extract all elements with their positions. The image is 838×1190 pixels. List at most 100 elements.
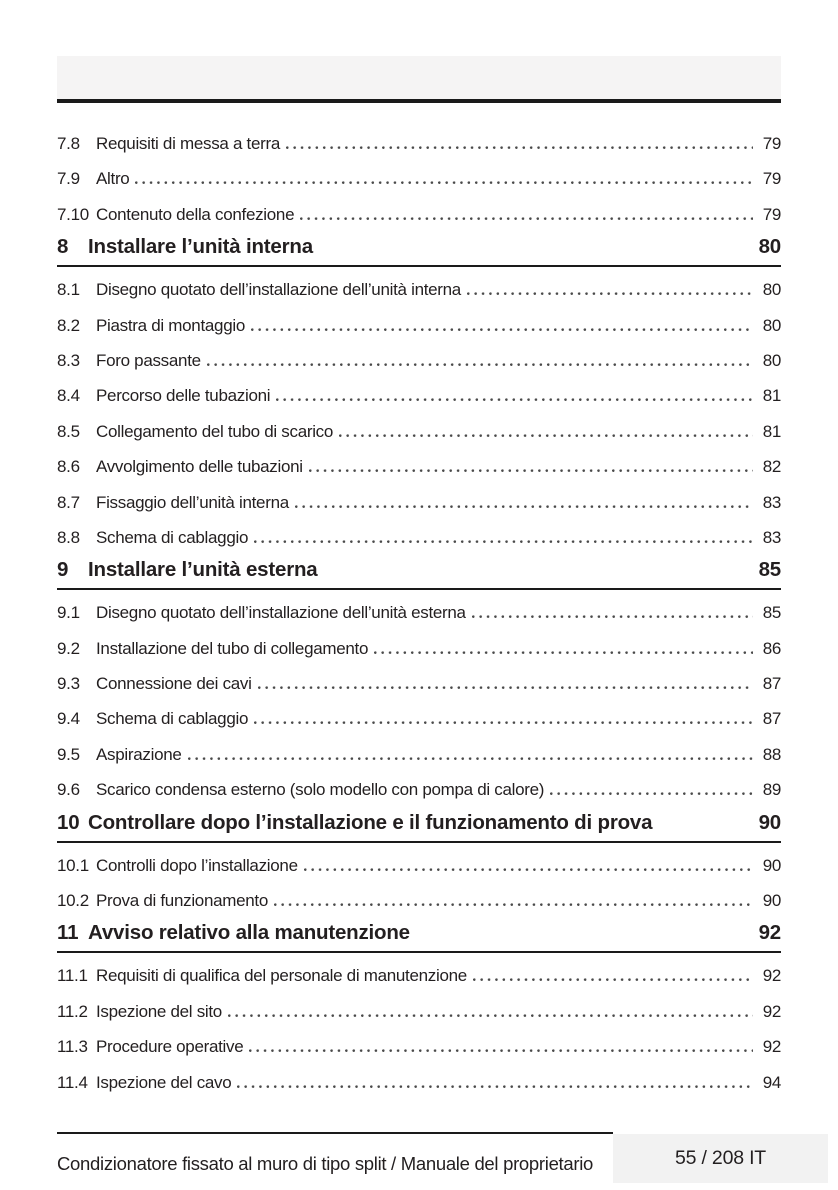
dot-leader: [254, 539, 753, 543]
toc-entry-title: Requisiti di messa a terra: [96, 134, 280, 153]
dot-leader: [274, 903, 753, 907]
toc-entry-page: 94: [762, 1072, 782, 1092]
toc-section-number: 9: [57, 558, 69, 582]
toc-entry: 11.3 Procedure operative 92: [57, 1036, 781, 1071]
footer-document-title: Condizionatore fissato al muro di tipo s…: [57, 1153, 594, 1174]
toc-entry: 9.4 Schema di cablaggio 87: [57, 708, 781, 743]
toc-section-number: 11: [57, 921, 79, 945]
toc-entry-page: 88: [762, 744, 782, 764]
toc-entry: 9.2 Installazione del tubo di collegamen…: [57, 638, 781, 673]
toc-entry: 11.2 Ispezione del sito 92: [57, 1001, 781, 1036]
toc-entry-title: Installazione del tubo di collegamento: [96, 638, 369, 658]
toc-entry-page: 92: [762, 1037, 782, 1057]
toc-section-title: Installare l’unità esterna: [88, 558, 318, 582]
table-of-contents: 7.8 Requisiti di messa a terra 79 7.9 Al…: [57, 103, 781, 1107]
dot-leader: [339, 433, 753, 437]
toc-entry: 11.1 Requisiti di qualifica del personal…: [57, 965, 781, 1000]
toc-entry: 10.2 Prova di funzionamento 90: [57, 890, 781, 925]
footer-rule: [57, 1132, 613, 1134]
toc-entry-page: 81: [762, 386, 782, 406]
dot-leader: [466, 292, 753, 296]
toc-entry-page: 85: [762, 603, 782, 623]
toc-entry-title: Ispezione del cavo: [96, 1072, 232, 1092]
toc-entry-number: 8.3: [57, 350, 80, 370]
toc-section-page: 80: [758, 235, 782, 259]
toc-entry-title: Collegamento del tubo di scarico: [96, 421, 334, 441]
toc-entry-page: 79: [762, 204, 782, 224]
dot-leader: [374, 650, 753, 654]
toc-entry-number: 10.1: [57, 855, 89, 875]
toc-entry-title: Piastra di montaggio: [96, 315, 245, 335]
toc-section-title: Installare l’unità interna: [88, 235, 313, 259]
toc-section-heading: 10 Controllare dopo l’installazione e il…: [57, 811, 781, 843]
toc-section-page: 90: [758, 810, 782, 834]
toc-entry-page: 87: [762, 709, 782, 729]
toc-entry-page: 92: [762, 966, 782, 986]
toc-entry-page: 90: [762, 855, 782, 875]
toc-entry-page: 83: [762, 527, 782, 547]
toc-entry: 7.8 Requisiti di messa a terra 79: [57, 133, 781, 168]
dot-leader: [257, 686, 753, 690]
toc-entry-number: 8.7: [57, 492, 80, 512]
toc-entry-number: 7.8: [57, 134, 80, 153]
dot-leader: [135, 181, 753, 185]
toc-entry-title: Disegno quotato dell’installazione dell’…: [96, 603, 466, 623]
toc-entry: 8.5 Collegamento del tubo di scarico 81: [57, 421, 781, 456]
toc-section-heading: 8 Installare l’unità interna 80: [57, 235, 782, 268]
toc-section-number: 8: [57, 235, 69, 259]
toc-entry-number: 8.2: [57, 315, 80, 335]
toc-entry: 8.7 Fissaggio dell’unità interna 83: [57, 492, 781, 527]
dot-leader: [471, 615, 753, 619]
toc-entry: 9.1 Disegno quotato dell’installazione d…: [57, 602, 781, 637]
dot-leader: [308, 469, 753, 473]
toc-entry-number: 11.1: [57, 966, 88, 986]
dot-leader: [249, 1049, 753, 1053]
toc-entry-title: Foro passante: [96, 350, 201, 370]
toc-entry-number: 11.2: [57, 1001, 88, 1021]
toc-entry-title: Connessione dei cavi: [96, 674, 252, 694]
toc-section-heading: 11 Avviso relativo alla manutenzione 92: [57, 921, 782, 954]
toc-entry-title: Avvolgimento delle tubazioni: [96, 457, 303, 477]
toc-entry-number: 9.5: [57, 744, 80, 764]
dot-leader: [227, 1013, 753, 1017]
dot-leader: [303, 867, 753, 871]
toc-entry-page: 92: [762, 1001, 782, 1021]
toc-entry-page: 79: [762, 169, 782, 189]
toc-entry-number: 11.3: [57, 1037, 88, 1057]
toc-entry: 8.3 Foro passante 80: [57, 350, 781, 385]
toc-entry-page: 81: [762, 421, 782, 441]
header-band: [57, 56, 781, 99]
dot-leader: [300, 216, 753, 220]
toc-entry-number: 8.1: [57, 280, 80, 300]
toc-entry-title: Controlli dopo l’installazione: [96, 855, 298, 875]
dot-leader: [276, 398, 753, 402]
dot-leader: [286, 146, 753, 149]
header-rule: [57, 99, 781, 103]
toc-entry-title: Schema di cablaggio: [96, 709, 249, 729]
toc-entry-number: 9.1: [57, 603, 80, 623]
toc-entry-page: 89: [762, 780, 782, 800]
toc-entry: 8.4 Percorso delle tubazioni 81: [57, 385, 781, 420]
toc-entry: 8.1 Disegno quotato dell’installazione d…: [57, 279, 781, 314]
toc-section-heading: 9 Installare l’unità esterna 85: [57, 558, 781, 591]
toc-entry-number: 8.4: [57, 386, 80, 406]
toc-section-title: Avviso relativo alla manutenzione: [88, 921, 410, 945]
toc-entry-number: 10.2: [57, 891, 89, 911]
dot-leader: [294, 504, 753, 508]
page-indicator-text: 55 / 208 IT: [674, 1147, 767, 1169]
toc-entry-page: 90: [762, 891, 782, 911]
toc-entry-number: 9.3: [57, 674, 80, 694]
toc-entry-title: Ispezione del sito: [96, 1001, 222, 1021]
toc-entry: 7.9 Altro 79: [57, 168, 781, 203]
dot-leader: [250, 327, 753, 331]
toc-entry: 9.6 Scarico condensa esterno (solo model…: [57, 779, 781, 814]
toc-entry-page: 80: [762, 280, 782, 300]
toc-section-number: 10: [57, 810, 80, 834]
toc-entry-page: 83: [762, 492, 782, 512]
toc-entry: 9.5 Aspirazione 88: [57, 744, 781, 779]
toc-entry-title: Aspirazione: [96, 744, 182, 764]
toc-section-page: 92: [758, 921, 782, 945]
toc-entry-number: 9.4: [57, 709, 80, 729]
toc-entry: 8.2 Piastra di montaggio 80: [57, 315, 781, 350]
